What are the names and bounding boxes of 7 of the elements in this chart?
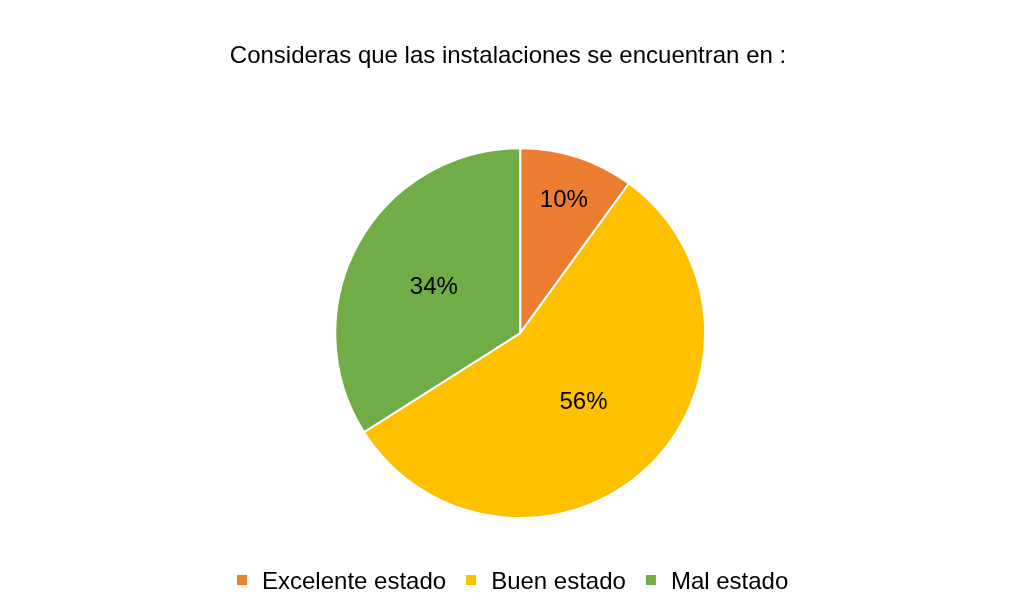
data-label: 56% xyxy=(559,387,608,415)
legend-label: Buen estado xyxy=(491,567,626,595)
legend-label: Excelente estado xyxy=(262,567,447,595)
data-label: 34% xyxy=(409,272,458,300)
chart-title: Consideras que las instalaciones se encuentran en : xyxy=(229,41,787,69)
data-label: 10% xyxy=(539,185,588,213)
legend-label: Mal estado xyxy=(670,567,789,595)
